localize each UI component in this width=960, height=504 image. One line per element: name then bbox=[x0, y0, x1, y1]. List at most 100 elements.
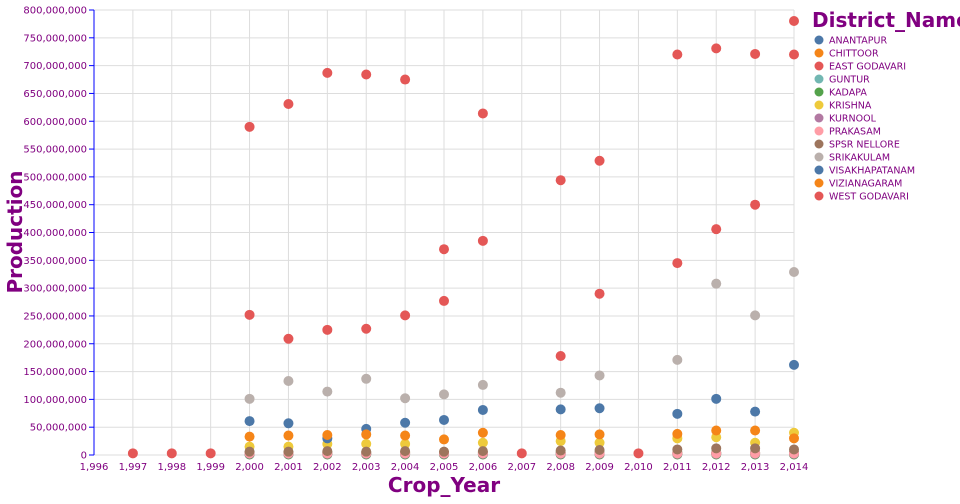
point-visakhapatanam[interactable] bbox=[439, 414, 449, 425]
point-west-godavari[interactable] bbox=[750, 48, 761, 59]
point-east-godavari[interactable] bbox=[477, 235, 488, 246]
point-vizianagaram[interactable] bbox=[672, 428, 683, 439]
point-west-godavari[interactable] bbox=[672, 49, 683, 60]
point-krishna[interactable] bbox=[594, 437, 605, 448]
point-vizianagaram[interactable] bbox=[750, 425, 761, 436]
point-east-godavari[interactable] bbox=[400, 310, 411, 321]
point-spsr-nellore[interactable] bbox=[283, 446, 294, 457]
point-west-godavari[interactable] bbox=[594, 155, 605, 166]
point-vizianagaram[interactable] bbox=[789, 433, 799, 444]
legend-label[interactable]: SPSR NELLORE bbox=[829, 140, 900, 151]
point-spsr-nellore[interactable] bbox=[322, 446, 333, 457]
point-spsr-nellore[interactable] bbox=[400, 446, 411, 457]
point-spsr-nellore[interactable] bbox=[672, 444, 683, 455]
point-west-godavari[interactable] bbox=[127, 448, 138, 459]
point-west-godavari[interactable] bbox=[633, 448, 644, 459]
legend-label[interactable]: EAST GODAVARI bbox=[829, 62, 906, 73]
point-west-godavari[interactable] bbox=[555, 175, 566, 186]
point-srikakulam[interactable] bbox=[555, 387, 566, 398]
point-srikakulam[interactable] bbox=[439, 389, 449, 400]
legend-symbol bbox=[814, 35, 824, 45]
point-krishna[interactable] bbox=[477, 437, 488, 448]
point-vizianagaram[interactable] bbox=[711, 425, 722, 436]
legend-label[interactable]: VIZIANAGARAM bbox=[829, 179, 902, 190]
point-srikakulam[interactable] bbox=[594, 370, 605, 381]
point-east-godavari[interactable] bbox=[283, 333, 294, 344]
point-visakhapatanam[interactable] bbox=[750, 406, 761, 417]
legend-label[interactable]: WEST GODAVARI bbox=[829, 192, 909, 203]
legend-label[interactable]: GUNTUR bbox=[829, 75, 870, 86]
point-visakhapatanam[interactable] bbox=[555, 404, 566, 415]
point-west-godavari[interactable] bbox=[166, 448, 177, 459]
point-east-godavari[interactable] bbox=[672, 258, 683, 269]
point-west-godavari[interactable] bbox=[711, 43, 722, 54]
point-west-godavari[interactable] bbox=[789, 49, 799, 60]
point-srikakulam[interactable] bbox=[283, 376, 294, 387]
point-west-godavari[interactable] bbox=[439, 244, 449, 255]
point-east-godavari[interactable] bbox=[361, 323, 372, 334]
point-vizianagaram[interactable] bbox=[244, 431, 255, 442]
point-west-godavari[interactable] bbox=[322, 67, 333, 78]
point-spsr-nellore[interactable] bbox=[594, 444, 605, 455]
point-spsr-nellore[interactable] bbox=[789, 444, 799, 455]
point-east-godavari[interactable] bbox=[244, 309, 255, 320]
point-srikakulam[interactable] bbox=[711, 278, 722, 289]
point-srikakulam[interactable] bbox=[244, 393, 255, 404]
point-srikakulam[interactable] bbox=[477, 379, 488, 390]
legend-label[interactable]: ANANTAPUR bbox=[829, 36, 887, 47]
point-srikakulam[interactable] bbox=[789, 266, 799, 277]
point-east-godavari[interactable] bbox=[750, 199, 761, 210]
point-spsr-nellore[interactable] bbox=[244, 446, 255, 457]
legend-label[interactable]: CHITTOOR bbox=[829, 49, 879, 60]
point-srikakulam[interactable] bbox=[361, 373, 372, 384]
legend-label[interactable]: KRISHNA bbox=[829, 101, 872, 112]
point-east-godavari[interactable] bbox=[439, 295, 449, 306]
point-east-godavari[interactable] bbox=[711, 224, 722, 235]
point-krishna[interactable] bbox=[361, 438, 372, 449]
point-vizianagaram[interactable] bbox=[439, 434, 449, 445]
point-spsr-nellore[interactable] bbox=[711, 443, 722, 454]
point-west-godavari[interactable] bbox=[477, 108, 488, 119]
x-tick-label: 1,998 bbox=[157, 462, 186, 473]
point-srikakulam[interactable] bbox=[400, 393, 411, 404]
point-visakhapatanam[interactable] bbox=[672, 408, 683, 419]
point-visakhapatanam[interactable] bbox=[400, 417, 411, 428]
point-vizianagaram[interactable] bbox=[400, 430, 411, 441]
point-east-godavari[interactable] bbox=[555, 350, 566, 361]
point-spsr-nellore[interactable] bbox=[361, 446, 372, 457]
point-krishna[interactable] bbox=[400, 438, 411, 449]
point-spsr-nellore[interactable] bbox=[477, 446, 488, 457]
legend-label[interactable]: PRAKASAM bbox=[829, 127, 881, 138]
point-spsr-nellore[interactable] bbox=[555, 445, 566, 456]
legend-label[interactable]: KURNOOL bbox=[829, 114, 877, 125]
x-tick-label: 2,005 bbox=[430, 462, 459, 473]
point-east-godavari[interactable] bbox=[594, 288, 605, 299]
point-west-godavari[interactable] bbox=[516, 448, 527, 459]
point-west-godavari[interactable] bbox=[244, 121, 255, 132]
point-spsr-nellore[interactable] bbox=[439, 446, 449, 457]
point-vizianagaram[interactable] bbox=[283, 430, 294, 441]
point-srikakulam[interactable] bbox=[672, 354, 683, 365]
point-visakhapatanam[interactable] bbox=[283, 418, 294, 429]
point-west-godavari[interactable] bbox=[400, 74, 411, 85]
point-west-godavari[interactable] bbox=[205, 448, 216, 459]
legend-label[interactable]: KADAPA bbox=[829, 88, 867, 99]
point-vizianagaram[interactable] bbox=[555, 429, 566, 440]
point-visakhapatanam[interactable] bbox=[244, 416, 255, 427]
point-vizianagaram[interactable] bbox=[594, 429, 605, 440]
point-vizianagaram[interactable] bbox=[361, 429, 372, 440]
point-vizianagaram[interactable] bbox=[322, 429, 333, 440]
point-srikakulam[interactable] bbox=[322, 386, 333, 397]
point-srikakulam[interactable] bbox=[750, 310, 761, 321]
point-visakhapatanam[interactable] bbox=[711, 393, 722, 404]
point-spsr-nellore[interactable] bbox=[750, 443, 761, 454]
point-visakhapatanam[interactable] bbox=[789, 359, 799, 370]
point-visakhapatanam[interactable] bbox=[477, 404, 488, 415]
point-visakhapatanam[interactable] bbox=[594, 403, 605, 414]
point-west-godavari[interactable] bbox=[361, 69, 372, 80]
point-east-godavari[interactable] bbox=[322, 324, 333, 335]
legend-label[interactable]: VISAKHAPATANAM bbox=[829, 166, 915, 177]
point-vizianagaram[interactable] bbox=[477, 427, 488, 438]
legend-label[interactable]: SRIKAKULAM bbox=[829, 153, 890, 164]
point-west-godavari[interactable] bbox=[283, 99, 294, 110]
